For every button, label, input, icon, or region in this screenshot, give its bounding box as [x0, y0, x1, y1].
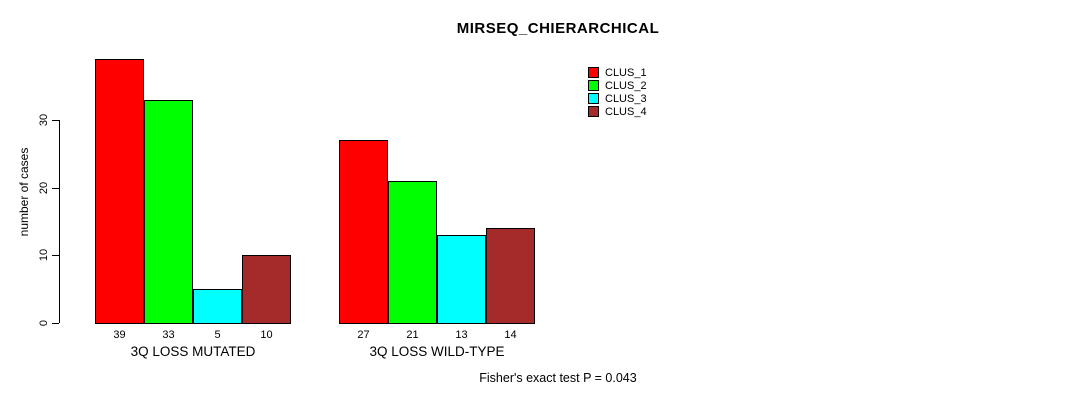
bar-clus_1 — [95, 59, 144, 324]
legend-swatch-icon — [588, 93, 599, 104]
bar-value-label: 10 — [260, 329, 273, 341]
legend-item: CLUS_3 — [588, 92, 647, 105]
y-tick-mark — [52, 188, 59, 189]
group-label: 3Q LOSS MUTATED — [130, 344, 256, 359]
bar-value-label: 14 — [504, 329, 517, 341]
bar-clus_3 — [193, 289, 242, 324]
bar-clus_3 — [437, 235, 486, 324]
y-tick-label: 10 — [38, 248, 50, 262]
bar-clus_4 — [242, 255, 291, 324]
y-axis-label: number of cases — [17, 147, 31, 237]
y-tick-mark — [52, 120, 59, 121]
bar-clus_4 — [486, 228, 535, 324]
legend-item: CLUS_1 — [588, 66, 647, 79]
legend: CLUS_1 CLUS_2 CLUS_3 CLUS_4 — [588, 66, 647, 118]
legend-swatch-icon — [588, 80, 599, 91]
legend-item: CLUS_4 — [588, 105, 647, 118]
bar-value-label: 33 — [162, 329, 175, 341]
legend-swatch-icon — [588, 106, 599, 117]
chart-title: MIRSEQ_CHIERARCHICAL — [456, 20, 660, 37]
bar-value-label: 39 — [113, 329, 126, 341]
group-label: 3Q LOSS WILD-TYPE — [369, 344, 505, 359]
y-tick-label: 30 — [38, 113, 50, 127]
legend-label: CLUS_3 — [605, 92, 647, 105]
bar-clus_2 — [144, 100, 193, 324]
legend-label: CLUS_4 — [605, 105, 647, 118]
bar-clus_1 — [339, 140, 388, 324]
y-tick-label: 0 — [38, 319, 50, 327]
bar-value-label: 21 — [406, 329, 419, 341]
y-tick-label: 20 — [38, 181, 50, 195]
legend-swatch-icon — [588, 67, 599, 78]
legend-label: CLUS_2 — [605, 79, 647, 92]
legend-label: CLUS_1 — [605, 66, 647, 79]
bar-value-label: 5 — [214, 329, 221, 341]
y-tick-mark — [52, 255, 59, 256]
legend-item: CLUS_2 — [588, 79, 647, 92]
annotation-text: Fisher's exact test P = 0.043 — [479, 371, 637, 385]
bar-value-label: 13 — [455, 329, 468, 341]
bar-value-label: 27 — [357, 329, 370, 341]
y-tick-mark — [52, 323, 59, 324]
y-axis-line — [59, 120, 60, 323]
bar-clus_2 — [388, 181, 437, 324]
